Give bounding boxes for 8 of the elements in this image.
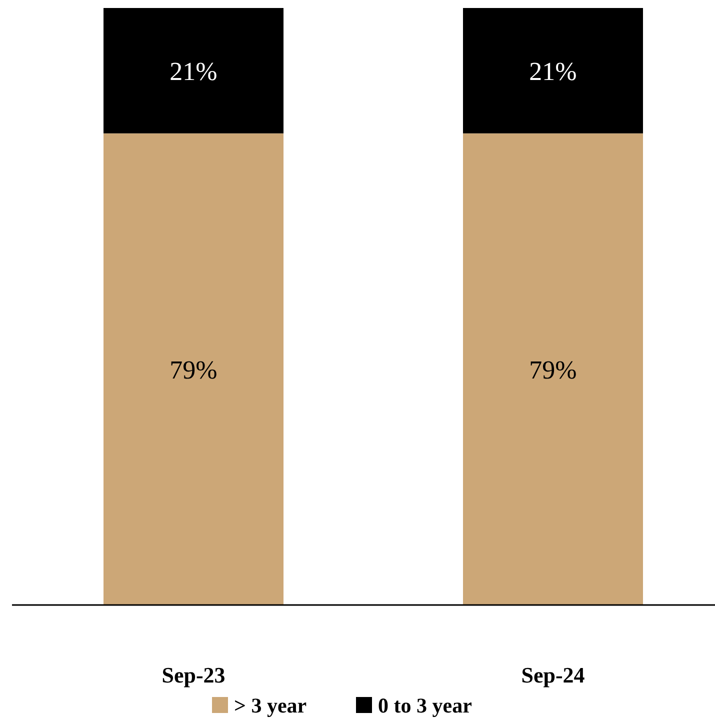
data-label: 21% — [529, 56, 577, 86]
x-tick-label: Sep-24 — [521, 662, 585, 688]
data-label: 79% — [170, 355, 218, 384]
x-tick-label: Sep-23 — [162, 662, 226, 688]
legend-label: > 3 year — [234, 693, 307, 718]
data-label: 21% — [170, 56, 218, 86]
data-label: 79% — [529, 355, 577, 384]
legend-label: 0 to 3 year — [378, 693, 472, 718]
